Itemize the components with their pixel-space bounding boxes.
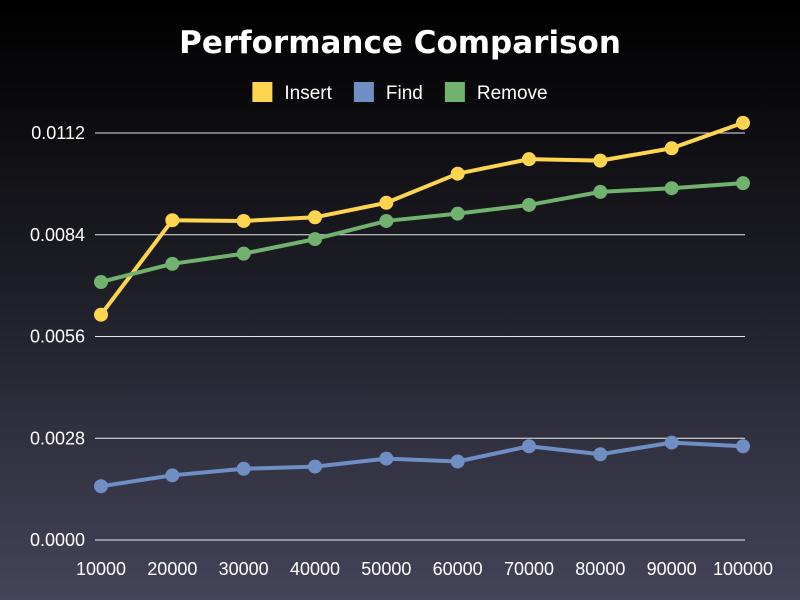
data-point-find [450, 454, 465, 469]
x-tick-label: 40000 [290, 559, 340, 579]
data-point-insert [94, 307, 108, 322]
data-point-insert [308, 210, 322, 225]
data-point-insert [664, 141, 679, 156]
data-point-insert [379, 195, 394, 210]
data-point-find [593, 447, 608, 462]
legend-item-remove: Remove [444, 82, 548, 104]
y-tick-label: 0.0084 [30, 225, 85, 245]
legend: Insert Find Remove [252, 82, 548, 104]
data-point-insert [522, 152, 536, 167]
legend-swatch-insert [252, 82, 273, 102]
legend-label-find: Find [386, 83, 423, 104]
legend-item-find: Find [353, 82, 423, 104]
data-point-find [236, 461, 251, 476]
x-tick-label: 90000 [647, 559, 697, 579]
data-point-find [522, 439, 536, 454]
legend-swatch-find [353, 82, 374, 102]
data-point-find [94, 479, 108, 494]
data-point-find [165, 468, 180, 483]
series-remove [94, 176, 750, 289]
data-point-insert [593, 153, 608, 168]
legend-label-insert: Insert [284, 83, 332, 104]
data-point-insert [450, 166, 465, 181]
series-insert [94, 115, 750, 322]
y-tick-label: 0.0112 [31, 123, 85, 143]
data-point-find [736, 439, 750, 454]
data-point-remove [450, 206, 465, 221]
series-line-remove [100, 181, 744, 284]
series-line-find [100, 440, 744, 489]
y-tick-label: 0.0028 [30, 428, 85, 448]
x-tick-label: 30000 [219, 559, 269, 579]
x-tick-label: 80000 [575, 559, 625, 579]
legend-label-remove: Remove [477, 83, 548, 104]
grid-lines [95, 132, 745, 541]
legend-item-insert: Insert [252, 82, 333, 104]
y-tick-label: 0.0056 [30, 327, 85, 347]
x-tick-label: 20000 [147, 559, 197, 579]
data-point-remove [94, 274, 108, 289]
data-point-insert [736, 115, 750, 130]
data-point-find [308, 459, 322, 474]
series-line-insert [99, 120, 744, 316]
data-point-find [379, 451, 394, 466]
data-point-remove [522, 197, 536, 212]
data-point-insert [165, 213, 180, 228]
data-point-remove [165, 256, 180, 271]
x-tick-label: 70000 [504, 559, 554, 579]
x-axis-ticks: 10000 20000 30000 40000 50000 60000 70000 80000… [76, 559, 773, 579]
data-point-remove [593, 184, 608, 199]
data-point-remove [736, 176, 750, 191]
y-tick-label: 0.0000 [30, 530, 85, 550]
x-tick-label: 10000 [76, 559, 126, 579]
data-point-remove [308, 232, 322, 247]
series-group [94, 115, 750, 494]
x-tick-label: 60000 [433, 559, 483, 579]
chart-title: Performance Comparison [179, 25, 621, 61]
data-point-insert [236, 213, 251, 228]
data-point-remove [236, 246, 251, 261]
legend-swatch-remove [444, 82, 465, 102]
data-point-remove [664, 181, 679, 196]
y-axis-ticks: 0.0000 0.0028 0.0056 0.0084 0.0112 [30, 123, 85, 550]
data-point-remove [379, 213, 394, 228]
series-find [94, 435, 750, 494]
data-point-find [664, 435, 679, 450]
x-tick-label: 100000 [713, 559, 773, 579]
x-tick-label: 50000 [361, 559, 411, 579]
